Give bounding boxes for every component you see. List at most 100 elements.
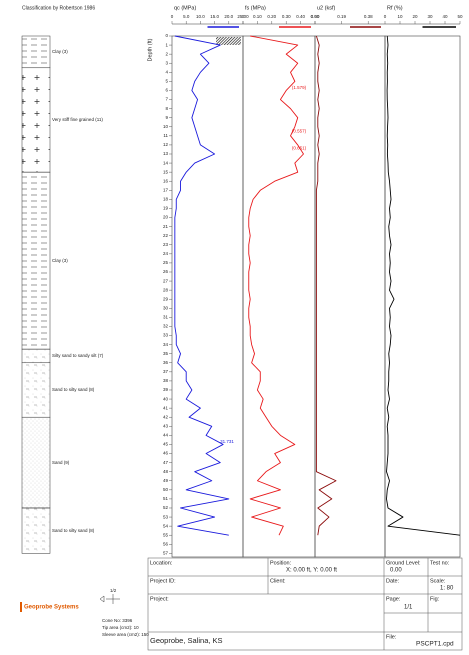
- x-tick-label: 15.0: [210, 14, 219, 19]
- y-tick-label: 34: [163, 342, 169, 347]
- y-tick-label: 24: [163, 251, 169, 256]
- footer-value: PSCPT1.cpd: [416, 641, 454, 648]
- footer-label: Project ID:: [150, 578, 176, 584]
- y-tick-label: 16: [163, 178, 169, 183]
- profile-line: [248, 35, 304, 536]
- y-tick-label: 11: [163, 133, 168, 138]
- panel-title: qc (MPa): [174, 5, 196, 11]
- x-tick-label: 0: [384, 14, 387, 19]
- off-scale-label: (0.651): [292, 146, 307, 151]
- y-tick-label: 40: [163, 396, 169, 401]
- y-tick-label: 49: [163, 478, 169, 483]
- tip-info: Tip area (cm2): 10: [102, 625, 139, 630]
- y-tick-label: 36: [163, 360, 169, 365]
- panel-frame: [314, 35, 386, 558]
- y-tick-label: 48: [163, 469, 169, 474]
- y-tick-label: 39: [163, 387, 169, 392]
- soil-layer: [21, 171, 51, 350]
- y-tick-label: 5: [165, 79, 168, 84]
- y-tick-label: 26: [163, 269, 169, 274]
- off-scale-label: 31.731: [220, 439, 234, 444]
- y-tick-label: 32: [163, 324, 169, 329]
- y-tick-label: 56: [163, 541, 169, 546]
- cone-info: Cone No: 3396: [102, 618, 133, 623]
- y-tick-label: 25: [163, 260, 169, 265]
- y-axis-label: Depth (ft): [147, 38, 153, 61]
- x-tick-label: 0.40: [296, 14, 305, 19]
- soil-layer: [21, 67, 51, 173]
- y-tick-label: 41: [163, 405, 169, 410]
- x-tick-label: 5.0: [183, 14, 190, 19]
- off-scale-marker: [216, 37, 241, 45]
- off-scale-label: (1.579): [292, 85, 307, 90]
- y-tick-label: 18: [163, 197, 169, 202]
- x-tick-label: 0.00: [311, 14, 320, 19]
- y-tick-label: 19: [163, 206, 169, 211]
- soil-layer-label: Sand to silty sand (8): [52, 528, 95, 533]
- y-tick-label: 43: [163, 423, 169, 428]
- footer-label: Scale:: [430, 578, 446, 584]
- y-tick-label: 7: [165, 97, 168, 102]
- panel-frame: [384, 35, 461, 558]
- soil-layer-label: Sand to silty sand (8): [52, 387, 95, 392]
- footer-value: 1: 80: [440, 586, 454, 592]
- y-tick-label: 3: [165, 60, 168, 65]
- footer-label: Ground Level:: [386, 560, 421, 566]
- off-scale-label: (0.557): [292, 128, 307, 133]
- footer-value: X: 0.00 ft, Y: 0.00 ft: [286, 568, 337, 574]
- x-tick-label: 0.10: [253, 14, 262, 19]
- y-tick-label: 46: [163, 451, 169, 456]
- y-tick-label: 51: [163, 496, 169, 501]
- y-tick-label: 4: [165, 69, 168, 74]
- y-tick-label: 42: [163, 414, 169, 419]
- y-tick-label: 20: [163, 215, 169, 220]
- profile-line: [174, 35, 230, 536]
- soil-layer-label: Clay (3): [52, 49, 68, 54]
- footer-value: Geoprobe, Salina, KS: [150, 636, 223, 645]
- y-tick-label: 22: [163, 233, 169, 238]
- y-tick-label: 53: [163, 514, 169, 519]
- x-tick-label: 10: [397, 14, 403, 19]
- y-tick-label: 35: [163, 351, 169, 356]
- y-tick-label: 30: [163, 305, 169, 310]
- y-tick-label: 6: [165, 88, 168, 93]
- y-tick-label: 2: [165, 51, 168, 56]
- x-tick-label: 20.0: [224, 14, 233, 19]
- y-tick-label: 10: [163, 124, 169, 129]
- scale-icon-label: 1/2: [110, 588, 117, 593]
- x-tick-label: 0.38: [364, 14, 373, 19]
- footer: [20, 557, 463, 651]
- x-tick-label: 50: [457, 14, 463, 19]
- y-tick-label: 55: [163, 532, 169, 537]
- x-tick-label: 0.20: [267, 14, 276, 19]
- y-tick-label: 8: [165, 106, 168, 111]
- x-tick-label: 25.00: [237, 14, 249, 19]
- y-tick-label: 0: [165, 33, 168, 38]
- footer-label: Test no:: [430, 560, 450, 566]
- footer-label: Page:: [386, 596, 401, 602]
- footer-label: Date:: [386, 578, 400, 584]
- footer-label: Client:: [270, 578, 286, 584]
- x-tick-label: 0: [171, 14, 174, 19]
- y-tick-label: 52: [163, 505, 169, 510]
- footer-value: 1/1: [404, 605, 413, 611]
- y-tick-label: 17: [163, 187, 169, 192]
- x-tick-label: 10.0: [196, 14, 205, 19]
- x-tick-label: 0.19: [337, 14, 346, 19]
- footer-label: Project:: [150, 596, 169, 602]
- x-tick-label: 0: [242, 14, 245, 19]
- soil-layer-label: Sand (9): [52, 460, 70, 465]
- y-tick-label: 21: [163, 224, 169, 229]
- y-tick-label: 50: [163, 487, 169, 492]
- y-tick-label: 57: [163, 551, 169, 556]
- y-tick-label: 13: [163, 151, 169, 156]
- y-tick-label: 28: [163, 287, 169, 292]
- sleeve-info: Sleeve area (cm2): 150: [102, 632, 149, 637]
- profile-line: [315, 35, 337, 536]
- y-tick-label: 9: [165, 115, 168, 120]
- y-tick-label: 47: [163, 460, 169, 465]
- y-tick-label: 37: [163, 369, 169, 374]
- soil-layer: [21, 362, 51, 418]
- soil-layer-label: Very stiff fine grained (11): [52, 117, 103, 122]
- soil-layer-label: Clay (3): [52, 258, 68, 263]
